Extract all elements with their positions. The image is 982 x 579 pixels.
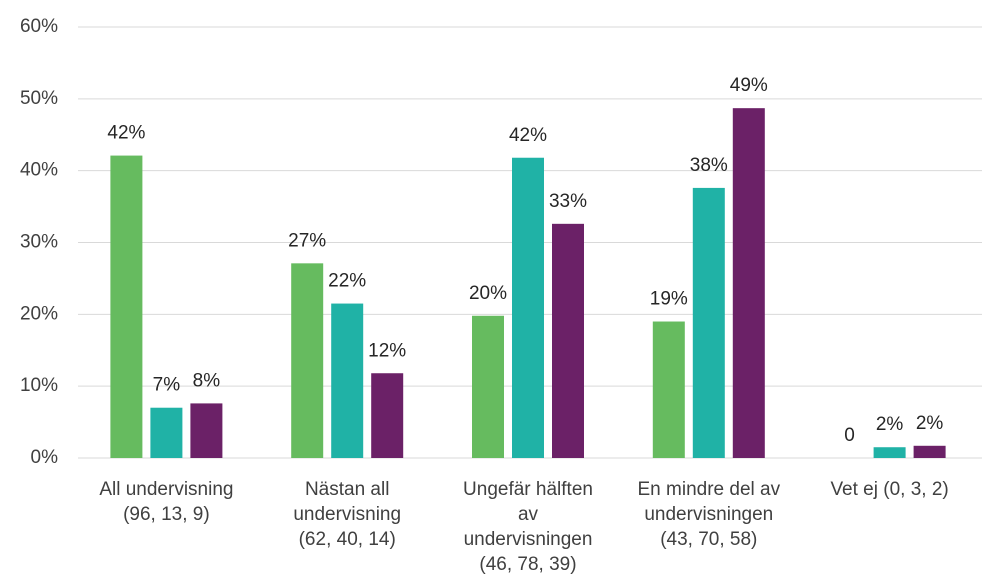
data-label: 2% xyxy=(916,413,944,434)
x-tick-label: Ungefär hälften xyxy=(463,479,593,500)
x-tick-label: Nästan all xyxy=(305,479,390,500)
data-label: 19% xyxy=(650,289,688,310)
x-tick-label: All undervisning xyxy=(99,479,233,500)
bar xyxy=(652,321,685,458)
x-tick-label: (96, 13, 9) xyxy=(123,504,210,525)
x-tick-label: undervisning xyxy=(293,504,401,525)
x-tick-label: undervisningen xyxy=(464,529,593,550)
data-label: 2% xyxy=(876,414,904,435)
bar xyxy=(692,187,725,458)
x-tick-label: (43, 70, 58) xyxy=(660,529,757,550)
x-tick-label: undervisningen xyxy=(644,504,773,525)
bar xyxy=(371,373,404,458)
data-label: 0 xyxy=(844,425,855,446)
y-tick-label: 0% xyxy=(31,447,59,468)
data-label: 22% xyxy=(328,271,366,292)
x-tick-label: En mindre del av xyxy=(638,479,781,500)
bar xyxy=(472,315,504,458)
data-label: 20% xyxy=(469,283,507,304)
bar xyxy=(732,108,765,459)
x-tick-label: av xyxy=(518,504,539,525)
y-tick-label: 30% xyxy=(20,232,58,253)
bar xyxy=(291,263,324,458)
data-label: 8% xyxy=(193,370,221,391)
y-tick-label: 20% xyxy=(20,303,58,324)
x-tick-label: (62, 40, 14) xyxy=(299,529,396,550)
data-label: 27% xyxy=(288,230,326,251)
bar xyxy=(552,223,584,458)
data-label: 12% xyxy=(368,340,406,361)
bar xyxy=(110,155,143,458)
data-label: 42% xyxy=(107,123,145,144)
data-label: 49% xyxy=(730,75,768,96)
data-label: 38% xyxy=(690,155,728,176)
y-tick-label: 60% xyxy=(20,16,58,37)
x-tick-label: (46, 78, 39) xyxy=(479,554,576,575)
y-tick-label: 50% xyxy=(20,88,58,109)
x-tick-label: Vet ej (0, 3, 2) xyxy=(830,479,948,500)
y-tick-label: 10% xyxy=(20,375,58,396)
bar xyxy=(913,445,946,458)
bar xyxy=(190,403,223,458)
data-label: 7% xyxy=(153,375,181,396)
data-label: 33% xyxy=(549,191,587,212)
data-label: 42% xyxy=(509,125,547,146)
bar xyxy=(873,447,906,458)
bar xyxy=(331,303,364,458)
y-tick-label: 40% xyxy=(20,160,58,181)
bar xyxy=(150,407,183,458)
bar xyxy=(512,157,544,458)
